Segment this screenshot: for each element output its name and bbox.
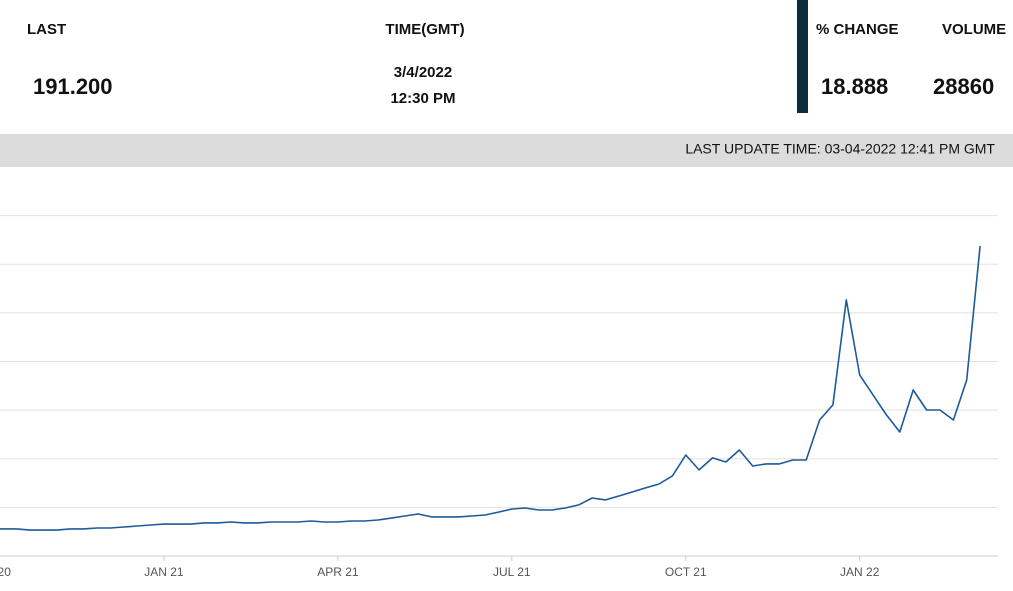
last-label: LAST bbox=[27, 21, 66, 38]
volume-label: VOLUME bbox=[942, 21, 1006, 38]
change-label: % CHANGE bbox=[816, 21, 899, 38]
change-value: 18.888 bbox=[821, 74, 888, 99]
last-value: 191.200 bbox=[33, 74, 113, 99]
volume-value: 28860 bbox=[933, 74, 994, 99]
time-label: TIME(GMT) bbox=[385, 21, 464, 38]
x-tick-label: OCT 20 bbox=[0, 565, 11, 579]
price-line bbox=[0, 246, 981, 531]
divider bbox=[797, 0, 808, 113]
last-update: LAST UPDATE TIME: 03-04-2022 12:41 PM GM… bbox=[685, 141, 995, 157]
update-bar bbox=[0, 134, 1013, 167]
x-tick-label: JUL 21 bbox=[493, 565, 531, 579]
x-tick-label: JAN 22 bbox=[840, 565, 880, 579]
x-tick-label: JAN 21 bbox=[144, 565, 184, 579]
time: 12:30 PM bbox=[390, 90, 455, 107]
x-tick-label: OCT 21 bbox=[665, 565, 707, 579]
x-tick-label: APR 21 bbox=[317, 565, 359, 579]
date: 3/4/2022 bbox=[394, 64, 452, 81]
